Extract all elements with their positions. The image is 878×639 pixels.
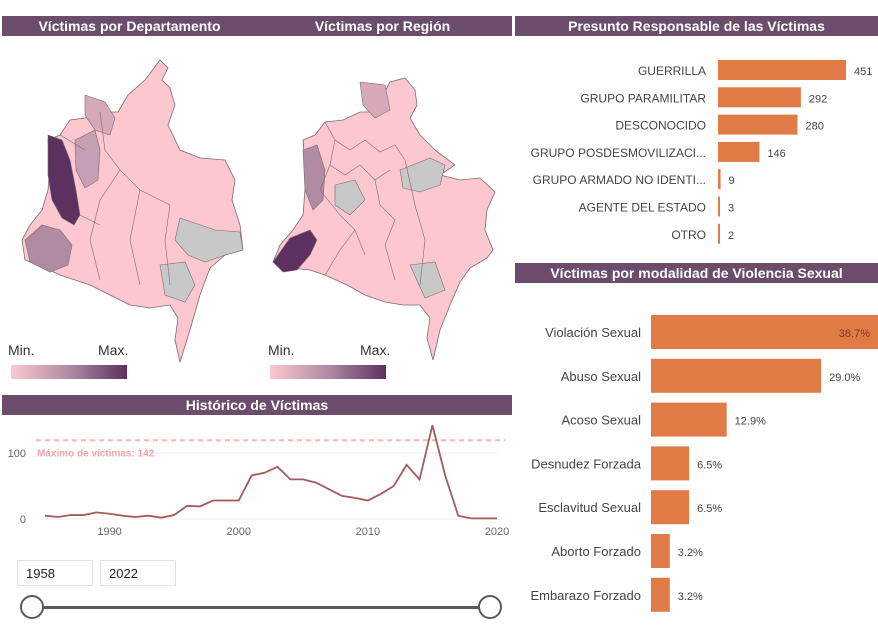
- modalidad-value-label: 3.2%: [678, 547, 703, 559]
- modalidad-value-label: 3.2%: [678, 591, 703, 603]
- title-region: Víctimas por Región: [314, 18, 451, 34]
- map-region-mid: [302, 144, 326, 211]
- map-region-lines: [319, 121, 426, 286]
- x-tick-label: 2010: [356, 526, 380, 538]
- modalidad-bar[interactable]: [651, 534, 670, 568]
- title-departamento: Víctimas por Departamento: [38, 18, 221, 34]
- modalidad-bar[interactable]: [651, 490, 690, 525]
- responsable-category-label: GRUPO PARAMILITAR: [580, 91, 706, 105]
- modalidad-bar[interactable]: [651, 358, 822, 393]
- chart-historico: 0 100 1990 2000 2010 2020 Máximo de víctimas: …: [8, 425, 509, 538]
- victims-series-line[interactable]: [44, 425, 497, 520]
- modalidad-category-label: Aborto Forzado: [551, 544, 641, 559]
- map-region-nodata3: [409, 261, 446, 299]
- year-to-input[interactable]: 2022: [100, 560, 176, 586]
- year-slider-end-handle[interactable]: [478, 595, 502, 619]
- responsable-category-label: AGENTE DEL ESTADO: [579, 201, 706, 215]
- title-modalidad: Víctimas por modalidad de Violencia Sexu…: [515, 263, 878, 283]
- modalidad-value-label: 38.7%: [839, 328, 870, 340]
- responsable-bar[interactable]: [718, 196, 720, 217]
- map-departamento[interactable]: [0, 40, 255, 364]
- modalidad-category-label: Abuso Sexual: [561, 369, 641, 384]
- responsable-bar[interactable]: [718, 223, 720, 244]
- modalidad-bar[interactable]: [651, 446, 690, 481]
- responsable-bar[interactable]: [718, 87, 801, 108]
- responsable-value-label: 3: [728, 203, 734, 215]
- map-country-shape: [21, 59, 244, 364]
- y-tick-label: 100: [8, 448, 26, 460]
- responsable-bar[interactable]: [718, 169, 721, 190]
- responsable-value-label: 451: [854, 66, 872, 78]
- modalidad-category-label: Violación Sexual: [545, 325, 641, 340]
- map-region-nodata2: [334, 179, 366, 216]
- max-reference-label: Máximo de víctimas: 142: [37, 448, 155, 459]
- map-country-shape: [272, 77, 496, 361]
- year-slider-start-handle[interactable]: [20, 595, 44, 619]
- responsable-bar[interactable]: [718, 60, 846, 80]
- legend-min-2: Min.: [268, 342, 295, 358]
- responsable-category-label: OTRO: [671, 228, 706, 242]
- modalidad-bar[interactable]: [651, 577, 670, 612]
- year-slider-track[interactable]: [32, 606, 490, 609]
- responsable-category-label: GRUPO POSDESMOVILIZACI...: [531, 146, 706, 160]
- map-region-dark: [47, 134, 81, 226]
- modalidad-bar[interactable]: [651, 315, 878, 349]
- responsable-value-label: 292: [809, 93, 827, 105]
- map-region-lines: [59, 111, 171, 286]
- legend-max-2: Max.: [360, 342, 391, 358]
- x-tick-label: 2000: [226, 526, 250, 538]
- modalidad-category-label: Esclavitud Sexual: [538, 500, 641, 515]
- map-region-mid2: [359, 81, 391, 119]
- responsable-value-label: 9: [729, 175, 735, 187]
- modalidad-value-label: 29.0%: [829, 372, 860, 384]
- chart-modalidad: Violación Sexual 38.7% Abuso Sexual 29.0% Ac…: [530, 315, 878, 612]
- responsable-category-label: GUERRILLA: [638, 64, 706, 78]
- map-region-mid: [24, 224, 73, 273]
- responsable-category-label: GRUPO ARMADO NO IDENTI...: [533, 173, 706, 187]
- legend-gradient-2: [270, 365, 386, 379]
- title-historico: Histórico de Víctimas: [2, 395, 512, 415]
- modalidad-value-label: 6.5%: [697, 459, 722, 471]
- modalidad-value-label: 12.9%: [735, 416, 766, 428]
- legend-gradient-1: [11, 365, 127, 379]
- legend-min-1: Min.: [8, 342, 35, 358]
- x-tick-label: 2020: [485, 526, 509, 538]
- x-tick-label: 1990: [97, 526, 121, 538]
- modalidad-category-label: Embarazo Forzado: [530, 588, 641, 603]
- responsable-value-label: 146: [767, 148, 785, 160]
- responsable-bar[interactable]: [718, 141, 760, 162]
- y-tick-label: 0: [20, 514, 26, 526]
- map-region-nodata: [399, 157, 446, 193]
- modalidad-category-label: Desnudez Forzada: [531, 456, 642, 471]
- modalidad-category-label: Acoso Sexual: [562, 413, 642, 428]
- modalidad-bar[interactable]: [651, 402, 727, 437]
- modalidad-value-label: 6.5%: [697, 503, 722, 515]
- legend-max-1: Max.: [98, 342, 129, 358]
- map-region-dark: [272, 229, 318, 273]
- year-from-input[interactable]: 1958: [17, 560, 93, 586]
- map-region-nodata: [174, 217, 244, 263]
- responsable-value-label: 280: [805, 121, 823, 133]
- responsable-bar[interactable]: [718, 114, 798, 135]
- map-region-mid3: [84, 94, 116, 136]
- title-responsable: Presunto Responsable de las Víctimas: [515, 16, 878, 36]
- map-region[interactable]: [255, 40, 510, 361]
- header-departamento-region: [2, 16, 512, 36]
- responsable-value-label: 2: [728, 230, 734, 242]
- chart-responsable: GUERRILLA 451 GRUPO PARAMILITAR 292 DESCONOC…: [531, 60, 872, 244]
- responsable-category-label: DESCONOCIDO: [615, 119, 706, 133]
